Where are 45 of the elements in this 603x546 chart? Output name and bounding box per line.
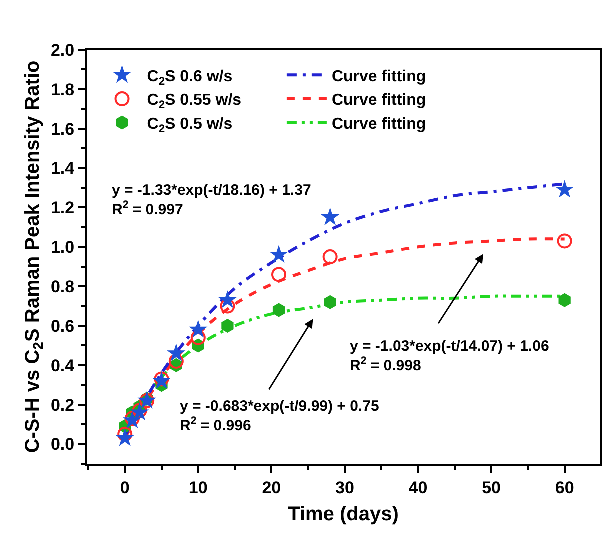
legend-label: C$_{2}$S 0.5 w/s [147,116,233,136]
point [558,293,571,308]
y-tick-label: 0.8 [50,278,75,297]
x-tick-label: 0 [120,478,130,498]
x-tick-label: 10 [188,478,208,498]
point [189,320,208,338]
point [167,344,186,362]
point [168,354,184,369]
x-axis-title: Time (days) [288,503,399,526]
y-tick-label: 0.0 [50,435,75,454]
x-tick-label: 20 [262,478,282,498]
legend-label: Curve fitting [332,68,426,86]
x-tick-label: 60 [555,478,574,498]
annotation: y = -1.03*exp(-t/14.07) + 1.06 R$^{2}$ = 0.998 [350,338,550,374]
y-tick-label: 0.4 [50,356,76,376]
legend-label: C$_{2}$S 0.55 w/s [147,92,242,112]
y-tick-label: 1.2 [50,198,75,218]
y-tick-label: 0.6 [50,316,75,336]
point [220,298,236,314]
x-tick-label: 30 [336,478,354,498]
point [272,267,287,282]
y-tick-label: 2.0 [50,40,75,60]
legend-label: C$_{2}$S 0.6 w/s [147,68,233,88]
y-tick-label: 1.6 [50,120,75,139]
point [222,319,234,333]
legend-label: Curve fitting [332,92,426,110]
y-tick-label: 1.8 [50,80,75,100]
point [556,180,574,198]
y-tick-label: 1.0 [50,238,75,258]
x-tick-label: 40 [408,478,428,498]
point [320,208,340,226]
y-tick-label: 0.2 [50,396,75,415]
point [190,330,206,346]
point [324,295,336,310]
x-tick-label: 50 [482,478,501,498]
legend-label: Curve fitting [332,116,426,134]
annotation: y = -1.33*exp(-t/18.16) + 1.37 R$^{2}$ = 0.997 [112,182,312,218]
annotation: y = -0.683*exp(-t/9.99) + 0.75 R$^{2}$ = 0.996 [180,398,380,434]
point [270,245,288,263]
point [557,234,572,249]
point [272,303,286,318]
point [116,428,134,446]
y-tick-label: 1.4 [50,159,76,178]
point [322,250,338,264]
point [218,290,238,308]
